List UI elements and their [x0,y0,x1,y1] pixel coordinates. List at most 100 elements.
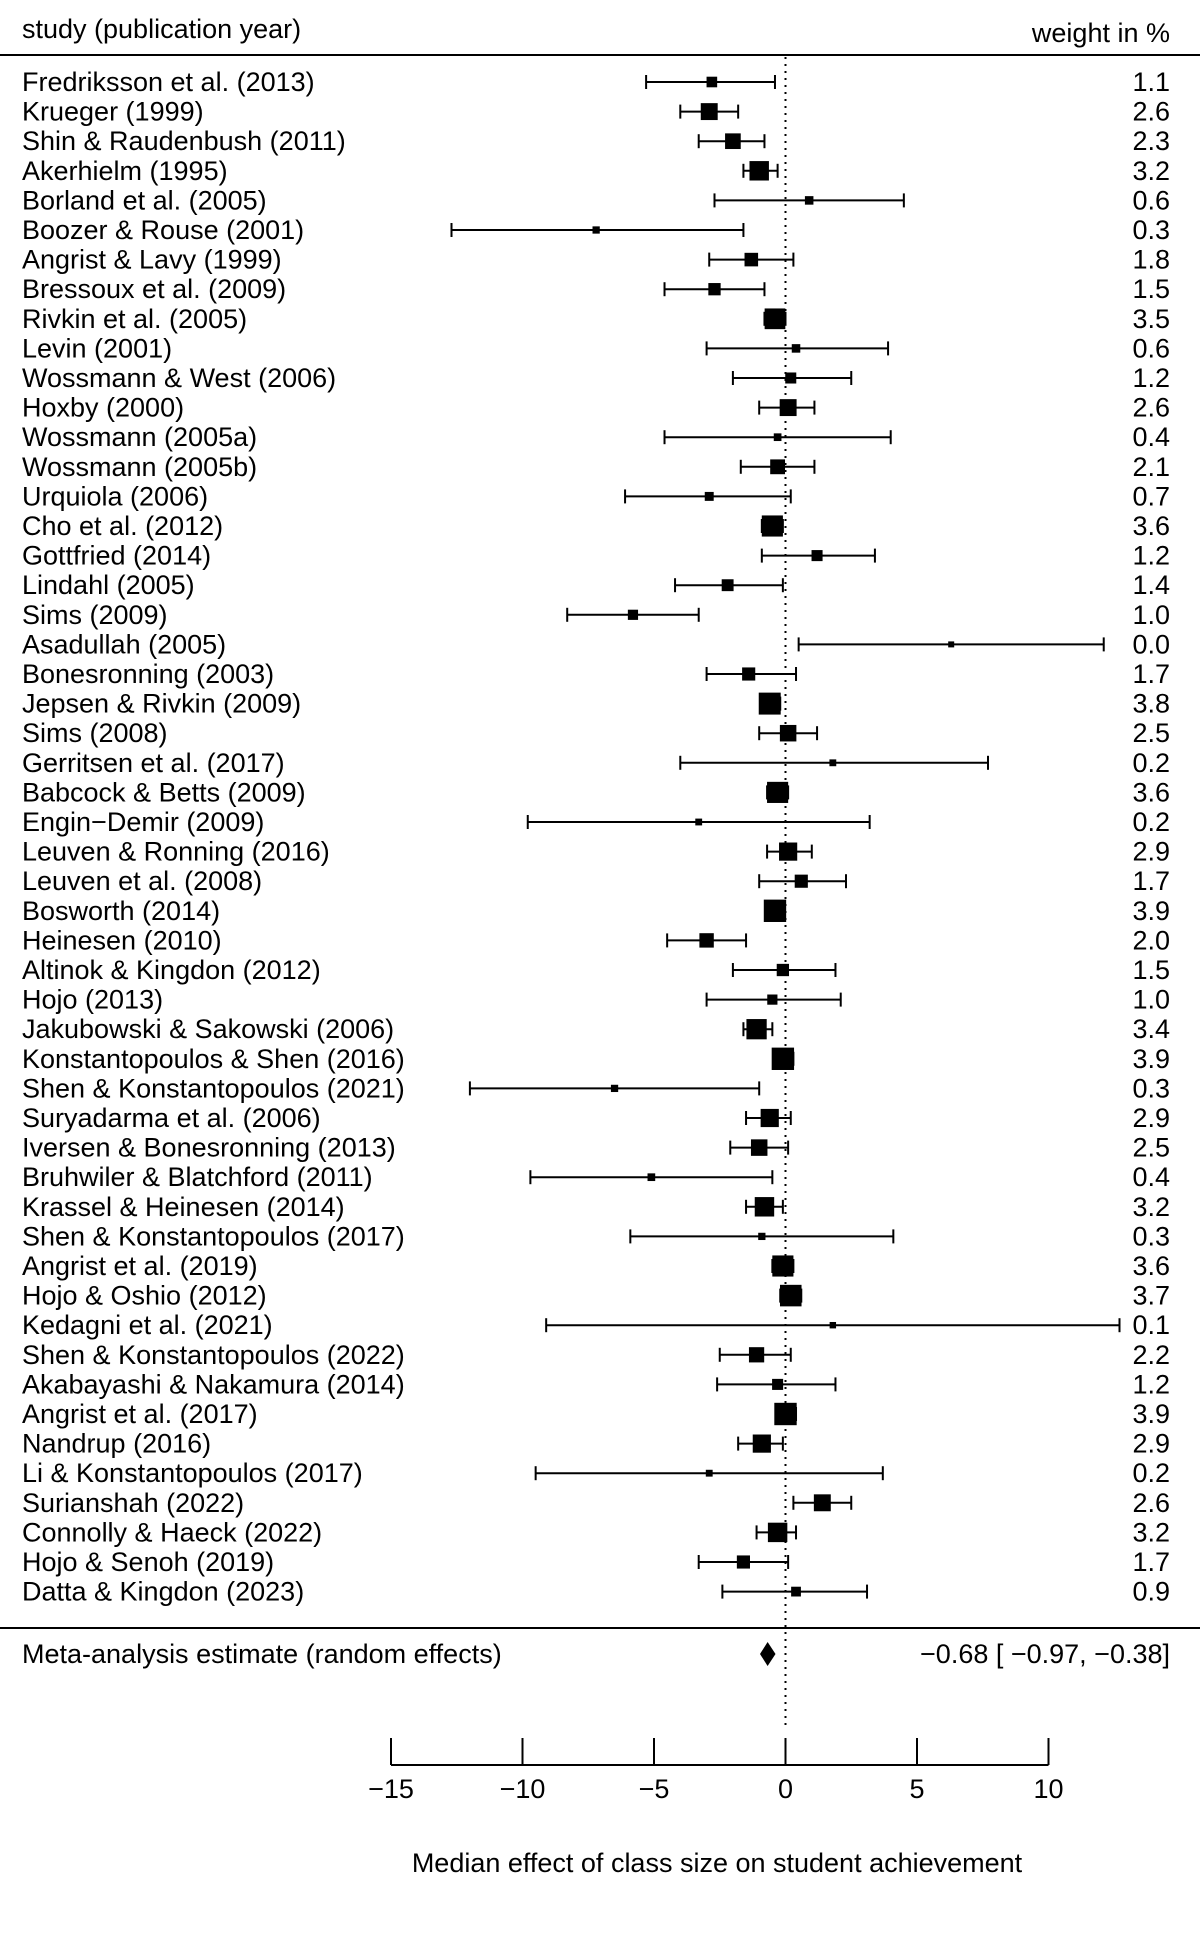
study-row: Boozer & Rouse (2001) 0.3 [22,215,1170,245]
x-tick-label: 0 [778,1774,793,1804]
study-weight: 1.0 [1132,600,1170,630]
study-label: Wossmann (2005b) [22,452,257,482]
point-estimate [708,283,721,296]
point-estimate [779,724,797,742]
summary-label: Meta-analysis estimate (random effects) [22,1639,502,1669]
point-estimate [770,459,786,475]
study-row: Heinesen (2010) 2.0 [22,925,1170,955]
point-estimate [700,103,718,121]
point-estimate [695,818,703,826]
study-row: Hoxby (2000) 2.6 [22,393,1170,423]
point-estimate [764,308,786,330]
study-row: Fredriksson et al. (2013) 1.1 [22,67,1170,97]
study-row: Krassel & Heinesen (2014) 3.2 [22,1192,1170,1222]
study-label: Levin (2001) [22,333,172,363]
study-row: Jepsen & Rivkin (2009) 3.8 [22,689,1170,719]
study-row: Angrist et al. (2019) 3.6 [22,1251,1170,1281]
study-label: Boozer & Rouse (2001) [22,215,304,245]
point-estimate [742,667,756,681]
point-estimate [704,491,714,501]
study-weight: 1.5 [1132,955,1170,985]
header-study-label: study (publication year) [22,14,301,44]
study-row: Wossmann & West (2006) 1.2 [22,363,1170,393]
point-estimate [706,76,718,88]
study-weight: 2.2 [1132,1340,1170,1370]
point-estimate [754,1197,775,1217]
study-label: Bressoux et al. (2009) [22,274,286,304]
study-weight: 3.9 [1132,896,1170,926]
study-row: Akerhielm (1995) 3.2 [22,156,1170,186]
study-row: Jakubowski & Sakowski (2006) 3.4 [22,1014,1170,1044]
study-label: Kedagni et al. (2021) [22,1310,273,1340]
point-estimate [948,641,955,648]
study-label: Altinok & Kingdon (2012) [22,955,321,985]
study-row: Krueger (1999) 2.6 [22,97,1170,127]
study-label: Babcock & Betts (2009) [22,777,306,807]
study-label: Lindahl (2005) [22,570,195,600]
point-estimate [767,994,778,1005]
study-row: Altinok & Kingdon (2012) 1.5 [22,955,1170,985]
study-weight: 0.4 [1132,422,1170,452]
study-label: Bonesronning (2003) [22,659,274,689]
summary-diamond [759,1642,776,1666]
study-label: Cho et al. (2012) [22,511,223,541]
study-weight: 1.4 [1132,570,1170,600]
study-row: Sims (2008) 2.5 [22,718,1170,748]
point-estimate [758,1232,766,1241]
study-label: Datta & Kingdon (2023) [22,1577,304,1607]
study-label: Urquiola (2006) [22,481,208,511]
study-label: Gerritsen et al. (2017) [22,748,285,778]
study-weight: 0.1 [1132,1310,1170,1340]
study-weight: 3.2 [1132,1192,1170,1222]
point-estimate [767,1522,788,1543]
study-weight: 1.2 [1132,363,1170,393]
study-row: Angrist et al. (2017) 3.9 [22,1399,1170,1429]
point-estimate [767,781,789,803]
study-label: Angrist et al. (2017) [22,1399,258,1429]
study-label: Hojo & Oshio (2012) [22,1281,267,1311]
study-weight: 0.0 [1132,629,1170,659]
summary-estimate-text: −0.68 [ −0.97, −0.38] [920,1639,1170,1669]
study-weight: 0.2 [1132,748,1170,778]
study-weight: 3.2 [1132,156,1170,186]
study-row: Suryadarma et al. (2006) 2.9 [22,1103,1170,1133]
study-label: Hojo (2013) [22,985,163,1015]
study-weight: 3.5 [1132,304,1170,334]
study-label: Akerhielm (1995) [22,156,228,186]
point-estimate [749,161,769,181]
study-row: Rivkin et al. (2005) 3.5 [22,304,1170,334]
study-weight: 3.6 [1132,511,1170,541]
point-estimate [758,692,781,715]
study-label: Hoxby (2000) [22,393,184,423]
study-label: Bruhwiler & Blatchford (2011) [22,1162,373,1192]
study-label: Angrist et al. (2019) [22,1251,258,1281]
study-weight: 0.2 [1132,1458,1170,1488]
study-row: Sims (2009) 1.0 [22,600,1170,630]
study-weight: 1.0 [1132,985,1170,1015]
point-estimate [773,433,782,442]
point-estimate [746,1019,767,1040]
summary-row: Meta-analysis estimate (random effects) … [22,1639,1170,1669]
study-label: Angrist & Lavy (1999) [22,245,282,275]
x-axis-label: Median effect of class size on student a… [412,1848,1023,1878]
study-row: Cho et al. (2012) 3.6 [22,511,1170,541]
study-weight: 3.9 [1132,1044,1170,1074]
point-estimate [791,344,801,353]
x-tick-label: −10 [500,1774,546,1804]
study-row: Shen & Konstantopoulos (2021) 0.3 [22,1073,1170,1103]
study-weight: 3.9 [1132,1399,1170,1429]
header-weight-label: weight in % [1031,18,1170,48]
point-estimate [750,1139,768,1156]
study-row: Akabayashi & Nakamura (2014) 1.2 [22,1369,1170,1399]
study-label: Engin−Demir (2009) [22,807,264,837]
point-estimate [647,1173,656,1182]
study-label: Hojo & Senoh (2019) [22,1547,274,1577]
study-weight: 0.3 [1132,1221,1170,1251]
x-tick-label: 5 [909,1774,924,1804]
point-estimate [776,963,790,977]
study-label: Gottfried (2014) [22,541,211,571]
point-estimate [829,1321,837,1329]
study-row: Leuven & Ronning (2016) 2.9 [22,837,1170,867]
study-label: Jepsen & Rivkin (2009) [22,689,301,719]
